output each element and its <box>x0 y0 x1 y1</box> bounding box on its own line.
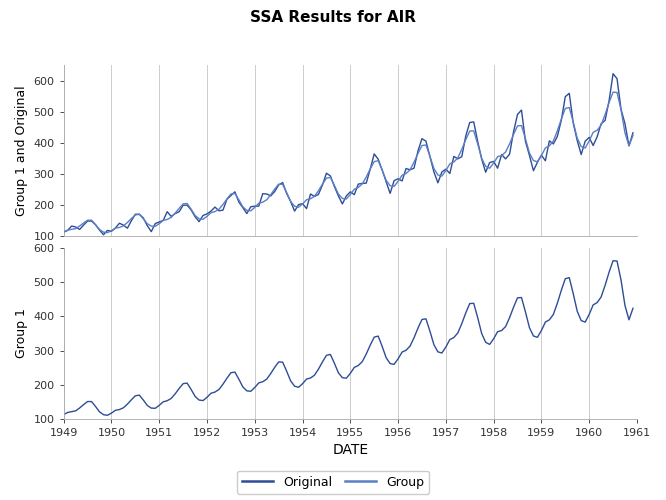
Group <box>239 204 247 210</box>
Original <box>99 232 107 237</box>
Group <box>147 223 155 229</box>
Text: SSA Results for AIR: SSA Results for AIR <box>250 10 416 25</box>
Group <box>529 158 537 164</box>
Group <box>629 132 637 138</box>
Line: Group: Group <box>64 92 633 232</box>
Group <box>521 136 529 142</box>
Legend: Original, Group: Original, Group <box>237 471 429 494</box>
Original <box>629 130 637 136</box>
Line: Original: Original <box>64 74 633 234</box>
Original <box>529 168 537 173</box>
Original <box>147 228 155 234</box>
Original <box>609 70 617 76</box>
Original <box>103 228 111 234</box>
Original <box>521 138 529 144</box>
X-axis label: DATE: DATE <box>332 444 368 458</box>
Original <box>60 229 68 235</box>
Group <box>609 89 617 95</box>
Y-axis label: Group 1: Group 1 <box>15 308 28 358</box>
Y-axis label: Group 1 and Original: Group 1 and Original <box>15 85 28 216</box>
Original <box>239 204 247 210</box>
Group <box>99 229 107 235</box>
Group <box>60 229 68 235</box>
Group <box>103 230 111 235</box>
Group <box>470 128 478 134</box>
Original <box>470 119 478 125</box>
